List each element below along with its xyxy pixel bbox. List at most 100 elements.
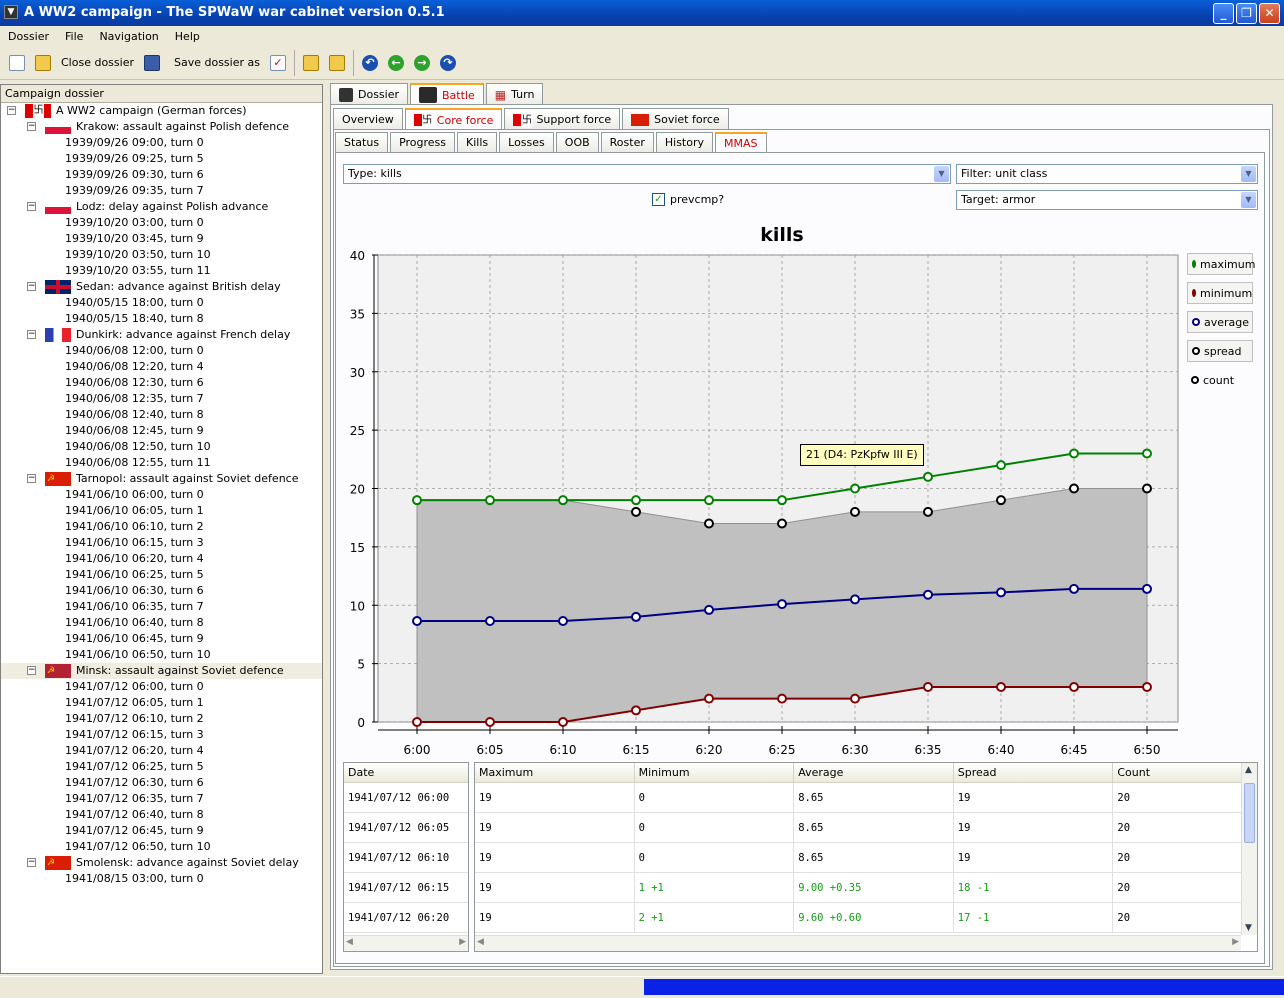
tree-turn[interactable]: 1941/07/12 06:00, turn 0 <box>1 679 322 695</box>
tree-turn[interactable]: 1941/06/10 06:40, turn 8 <box>1 615 322 631</box>
column-header-count[interactable]: Count <box>1113 763 1257 782</box>
maximize-button[interactable]: ❐ <box>1236 3 1257 24</box>
forward-button[interactable]: → <box>409 50 435 76</box>
legend-item-count[interactable]: count <box>1187 369 1253 391</box>
tree-turn[interactable]: 1941/06/10 06:30, turn 6 <box>1 583 322 599</box>
tab-progress[interactable]: Progress <box>390 132 456 152</box>
tree-turn[interactable]: 1941/07/12 06:45, turn 9 <box>1 823 322 839</box>
column-header-maximum[interactable]: Maximum <box>475 763 635 782</box>
tab-history[interactable]: History <box>655 132 714 152</box>
tree-turn[interactable]: 1941/07/12 06:05, turn 1 <box>1 695 322 711</box>
table-row[interactable]: 19 0 8.65 19 20 <box>475 783 1257 813</box>
tree-battle[interactable]: − ☭ Smolensk: advance against Soviet delay <box>1 855 322 871</box>
table-row[interactable]: 19 0 8.65 19 20 <box>475 813 1257 843</box>
legend-item-maximum[interactable]: maximum <box>1187 253 1255 275</box>
table-row[interactable]: 1941/07/12 06:15 <box>344 873 468 903</box>
add-turn-button[interactable] <box>324 50 350 76</box>
tree-turn[interactable]: 1941/07/12 06:15, turn 3 <box>1 727 322 743</box>
tree-battle[interactable]: − Lodz: delay against Polish advance <box>1 199 322 215</box>
menu-navigation[interactable]: Navigation <box>99 29 159 43</box>
collapse-icon[interactable]: − <box>27 201 36 211</box>
redo-button[interactable]: ↷ <box>435 50 461 76</box>
tree-turn[interactable]: 1940/06/08 12:35, turn 7 <box>1 391 322 407</box>
tab-soviet-force[interactable]: Soviet force <box>622 108 729 130</box>
tree-battle[interactable]: − Krakow: assault against Polish defence <box>1 119 322 135</box>
scroll-thumb[interactable] <box>1244 783 1255 843</box>
tab-support-force[interactable]: Support force <box>504 108 621 130</box>
collapse-icon[interactable]: − <box>27 281 36 291</box>
tree-turn[interactable]: 1941/07/12 06:30, turn 6 <box>1 775 322 791</box>
tree-turn[interactable]: 1940/06/08 12:30, turn 6 <box>1 375 322 391</box>
tree-turn[interactable]: 1939/10/20 03:00, turn 0 <box>1 215 322 231</box>
column-header-spread[interactable]: Spread <box>954 763 1114 782</box>
tree-turn[interactable]: 1939/09/26 09:00, turn 0 <box>1 135 322 151</box>
tree-battle[interactable]: − ☭ Tarnopol: assault against Soviet defen… <box>1 471 322 487</box>
tree-turn[interactable]: 1941/06/10 06:45, turn 9 <box>1 631 322 647</box>
collapse-icon[interactable]: − <box>27 665 36 675</box>
legend-item-average[interactable]: average <box>1187 311 1253 333</box>
tab-status[interactable]: Status <box>335 132 389 152</box>
table-row[interactable]: 19 0 8.65 19 20 <box>475 843 1257 873</box>
tree-turn[interactable]: 1941/07/12 06:20, turn 4 <box>1 743 322 759</box>
tree-turn[interactable]: 1939/09/26 09:35, turn 7 <box>1 183 322 199</box>
menu-dossier[interactable]: Dossier <box>8 29 50 43</box>
tree-battle[interactable]: − Sedan: advance against British delay <box>1 279 322 295</box>
tree-turn[interactable]: 1941/07/12 06:35, turn 7 <box>1 791 322 807</box>
tree-turn[interactable]: 1941/06/10 06:25, turn 5 <box>1 567 322 583</box>
tree-turn[interactable]: 1940/06/08 12:45, turn 9 <box>1 423 322 439</box>
collapse-icon[interactable]: − <box>27 473 36 483</box>
filter-select[interactable]: Filter: unit class ▼ <box>956 164 1258 184</box>
legend-item-minimum[interactable]: minimum <box>1187 282 1253 304</box>
tree-battle[interactable]: − ☭ Minsk: assault against Soviet defence <box>1 663 322 679</box>
legend-item-spread[interactable]: spread <box>1187 340 1253 362</box>
date-table-hscrollbar[interactable]: ◀ ▶ <box>344 935 468 951</box>
tree-turn[interactable]: 1940/06/08 12:00, turn 0 <box>1 343 322 359</box>
values-table-vscrollbar[interactable]: ▲ ▼ <box>1241 763 1257 935</box>
tree-turn[interactable]: 1941/06/10 06:00, turn 0 <box>1 487 322 503</box>
tab-losses[interactable]: Losses <box>499 132 554 152</box>
prevcmp-checkbox[interactable]: ✓ <box>652 193 665 206</box>
table-row[interactable]: 19 2 +1 9.60 +0.60 17 -1 20 <box>475 903 1257 933</box>
tree-turn[interactable]: 1941/06/10 06:05, turn 1 <box>1 503 322 519</box>
menu-help[interactable]: Help <box>174 29 200 43</box>
tree-root[interactable]: − A WW2 campaign (German forces) <box>1 103 322 119</box>
tree-turn[interactable]: 1939/10/20 03:55, turn 11 <box>1 263 322 279</box>
check-button[interactable]: ✓ <box>265 50 291 76</box>
minimize-button[interactable]: _ <box>1213 3 1234 24</box>
tab-overview[interactable]: Overview <box>333 108 403 130</box>
tree-turn[interactable]: 1941/07/12 06:10, turn 2 <box>1 711 322 727</box>
tree-turn[interactable]: 1941/07/12 06:40, turn 8 <box>1 807 322 823</box>
tree-turn[interactable]: 1941/06/10 06:15, turn 3 <box>1 535 322 551</box>
tab-oob[interactable]: OOB <box>555 132 599 152</box>
table-row[interactable]: 1941/07/12 06:00 <box>344 783 468 813</box>
add-battle-button[interactable] <box>298 50 324 76</box>
tree-turn[interactable]: 1941/07/12 06:50, turn 10 <box>1 839 322 855</box>
collapse-icon[interactable]: − <box>27 329 36 339</box>
table-row[interactable]: 1941/07/12 06:10 <box>344 843 468 873</box>
tree-turn[interactable]: 1940/06/08 12:20, turn 4 <box>1 359 322 375</box>
tree-turn[interactable]: 1941/06/10 06:10, turn 2 <box>1 519 322 535</box>
tree-turn[interactable]: 1941/08/15 03:00, turn 0 <box>1 871 322 887</box>
tree-turn[interactable]: 1940/05/15 18:00, turn 0 <box>1 295 322 311</box>
close-button[interactable]: ✕ <box>1259 3 1280 24</box>
tree-turn[interactable]: 1940/06/08 12:50, turn 10 <box>1 439 322 455</box>
back-button[interactable]: ← <box>383 50 409 76</box>
tab-battle[interactable]: Battle <box>410 83 484 105</box>
tab-mmas[interactable]: MMAS <box>715 132 767 152</box>
tree-battle[interactable]: − Dunkirk: advance against French delay <box>1 327 322 343</box>
table-row[interactable]: 1941/07/12 06:20 <box>344 903 468 933</box>
tab-roster[interactable]: Roster <box>600 132 654 152</box>
column-header-date[interactable]: Date <box>348 766 375 779</box>
type-select[interactable]: Type: kills ▼ <box>343 164 951 184</box>
collapse-icon[interactable]: − <box>7 105 16 115</box>
table-row[interactable]: 19 1 +1 9.00 +0.35 18 -1 20 <box>475 873 1257 903</box>
table-row[interactable]: 1941/07/12 06:05 <box>344 813 468 843</box>
column-header-average[interactable]: Average <box>794 763 954 782</box>
column-header-minimum[interactable]: Minimum <box>635 763 795 782</box>
open-button[interactable] <box>30 50 56 76</box>
collapse-icon[interactable]: − <box>27 121 36 131</box>
new-button[interactable] <box>4 50 30 76</box>
tree-turn[interactable]: 1939/09/26 09:25, turn 5 <box>1 151 322 167</box>
tree-turn[interactable]: 1939/09/26 09:30, turn 6 <box>1 167 322 183</box>
values-table-hscrollbar[interactable]: ◀ ▶ <box>475 935 1241 951</box>
